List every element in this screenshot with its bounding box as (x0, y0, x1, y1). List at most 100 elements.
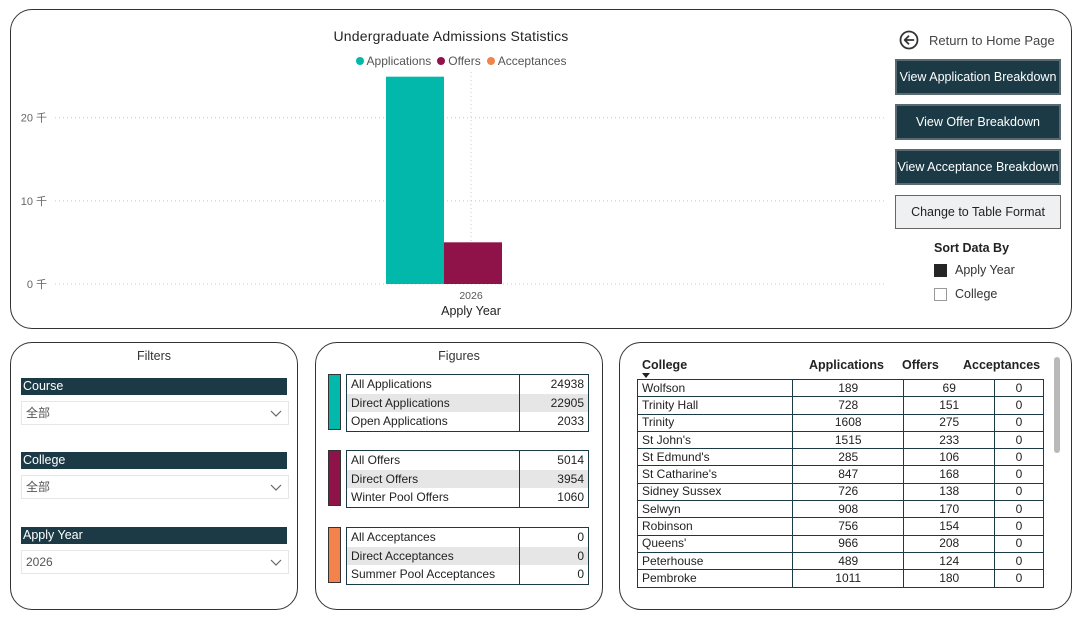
offers-cell: 69 (903, 378, 996, 398)
acceptances-cell: 0 (994, 465, 1044, 484)
college-cell: Pembroke (637, 569, 793, 588)
figure-value: 0 (577, 530, 584, 544)
applications-cell: 728 (791, 396, 905, 415)
legend-item-acceptances[interactable]: Acceptances (486, 54, 566, 68)
offers-color-swatch (328, 450, 341, 506)
offers-cell: 275 (903, 413, 996, 432)
offers-cell: 106 (903, 448, 996, 467)
offers-cell: 168 (903, 465, 996, 484)
table-row[interactable]: Peterhouse 489 124 0 (637, 551, 1044, 571)
bar-offers (444, 242, 502, 284)
table-row[interactable]: St John's 1515 233 0 (637, 430, 1044, 450)
figure-row: Open Applications 2033 (347, 412, 588, 431)
offers-figures-table: All Offers 5014 Direct Offers 3954 Winter … (346, 450, 589, 508)
sort-descending-icon[interactable] (642, 373, 650, 378)
legend-dot-applications (355, 57, 364, 65)
figure-row: Direct Applications 22905 (347, 393, 588, 412)
sort-option-apply-year[interactable]: Apply Year (934, 263, 1015, 277)
column-header-acceptances[interactable]: Acceptances (963, 358, 1041, 372)
course-select-value: 全部 (26, 406, 51, 420)
table-row[interactable]: St Edmund's 285 106 0 (637, 448, 1044, 467)
legend-dot-acceptances (486, 57, 495, 65)
figure-label: Direct Applications (347, 393, 520, 412)
view-application-breakdown-button[interactable]: View Application Breakdown (895, 59, 1061, 95)
apply-year-select-value: 2026 (26, 555, 53, 569)
change-to-table-format-button[interactable]: Change to Table Format (895, 195, 1061, 229)
bar-applications (386, 76, 444, 284)
figure-row: All Offers 5014 (347, 451, 588, 470)
figure-value: 0 (577, 548, 584, 563)
college-filter-header: College (21, 452, 287, 469)
applications-cell: 908 (791, 500, 905, 519)
figure-label: All Applications (347, 375, 520, 394)
legend-label-offers: Offers (448, 54, 481, 68)
acceptances-cell: 0 (994, 482, 1044, 502)
checkbox-unchecked-icon[interactable] (934, 287, 947, 301)
table-row[interactable]: Robinson 756 154 0 (637, 517, 1044, 536)
figure-row: Winter Pool Offers 1060 (347, 488, 588, 507)
college-cell: St John's (637, 430, 793, 450)
course-filter-header: Course (21, 378, 287, 395)
chevron-down-icon (270, 559, 282, 566)
y-tick-label: 10 千 (21, 195, 47, 208)
table-scrollbar[interactable] (1054, 357, 1060, 453)
course-select[interactable]: 全部 (21, 401, 289, 425)
applications-cell: 285 (791, 448, 905, 467)
applications-cell: 726 (791, 482, 905, 502)
return-home-link[interactable]: Return to Home Page (899, 30, 1055, 50)
legend-item-offers[interactable]: Offers (437, 54, 481, 68)
acceptances-cell: 0 (994, 378, 1044, 398)
table-row[interactable]: St Catharine's 847 168 0 (637, 465, 1044, 484)
legend-label-applications: Applications (366, 54, 432, 68)
filters-title: Filters (136, 349, 172, 363)
y-tick-label: 0 千 (27, 278, 47, 291)
college-table: Wolfson 189 69 0 Trinity Hall 728 151 0 Trinity 1… (637, 378, 1044, 588)
figures-panel: Figures All Applications 24938 Direct App… (315, 342, 603, 610)
college-cell: Sidney Sussex (637, 482, 793, 502)
figure-value: 2033 (557, 414, 584, 428)
bar-chart: 0 千 10 千 20 千 2026 Apply Year (21, 72, 887, 318)
college-cell: Trinity (637, 413, 793, 432)
table-row[interactable]: Wolfson 189 69 0 (637, 378, 1044, 398)
table-row[interactable]: Selwyn 908 170 0 (637, 500, 1044, 519)
column-header-applications[interactable]: Applications (809, 358, 885, 372)
table-row[interactable]: Trinity Hall 728 151 0 (637, 396, 1044, 415)
sort-option-college[interactable]: College (934, 287, 997, 301)
college-cell: Peterhouse (637, 551, 793, 571)
apply-year-select[interactable]: 2026 (21, 550, 289, 574)
college-select[interactable]: 全部 (21, 475, 289, 499)
figure-value: 5014 (557, 453, 584, 467)
figure-label: Winter Pool Offers (347, 488, 520, 507)
figure-row: Summer Pool Acceptances 0 (347, 565, 588, 584)
column-header-college[interactable]: College (642, 358, 688, 372)
table-row[interactable]: Trinity 1608 275 0 (637, 413, 1044, 432)
view-offer-breakdown-button[interactable]: View Offer Breakdown (895, 104, 1061, 140)
college-cell: St Catharine's (637, 465, 793, 484)
applications-figures-table: All Applications 24938 Direct Application… (346, 374, 589, 432)
back-arrow-icon (899, 30, 919, 50)
table-row[interactable]: Queens' 966 208 0 (637, 534, 1044, 553)
chart-title: Undergraduate Admissions Statistics (333, 28, 569, 44)
table-row[interactable]: Pembroke 1011 180 0 (637, 569, 1044, 588)
figure-label: Direct Acceptances (347, 546, 520, 565)
sort-data-by-title: Sort Data By (934, 241, 1010, 255)
checkbox-checked-icon[interactable] (934, 263, 947, 277)
applications-cell: 1515 (791, 430, 905, 450)
legend-item-applications[interactable]: Applications (355, 54, 432, 68)
applications-color-swatch (328, 374, 341, 430)
acceptances-figures-table: All Acceptances 0 Direct Acceptances 0 Sum… (346, 527, 589, 585)
column-header-offers[interactable]: Offers (902, 358, 939, 372)
figure-label: Direct Offers (347, 469, 520, 488)
acceptances-cell: 0 (994, 500, 1044, 519)
college-table-panel: College Applications Offers Acceptances … (619, 342, 1072, 610)
x-axis-label: Apply Year (441, 304, 501, 318)
figure-row: Direct Acceptances 0 (347, 546, 588, 565)
view-acceptance-breakdown-button[interactable]: View Acceptance Breakdown (895, 149, 1061, 185)
applications-cell: 1608 (791, 413, 905, 432)
applications-cell: 1011 (791, 569, 905, 588)
figure-label: All Acceptances (347, 528, 520, 547)
acceptances-cell: 0 (994, 517, 1044, 536)
acceptances-cell: 0 (994, 430, 1044, 450)
figures-title: Figures (438, 349, 480, 363)
table-row[interactable]: Sidney Sussex 726 138 0 (637, 482, 1044, 502)
